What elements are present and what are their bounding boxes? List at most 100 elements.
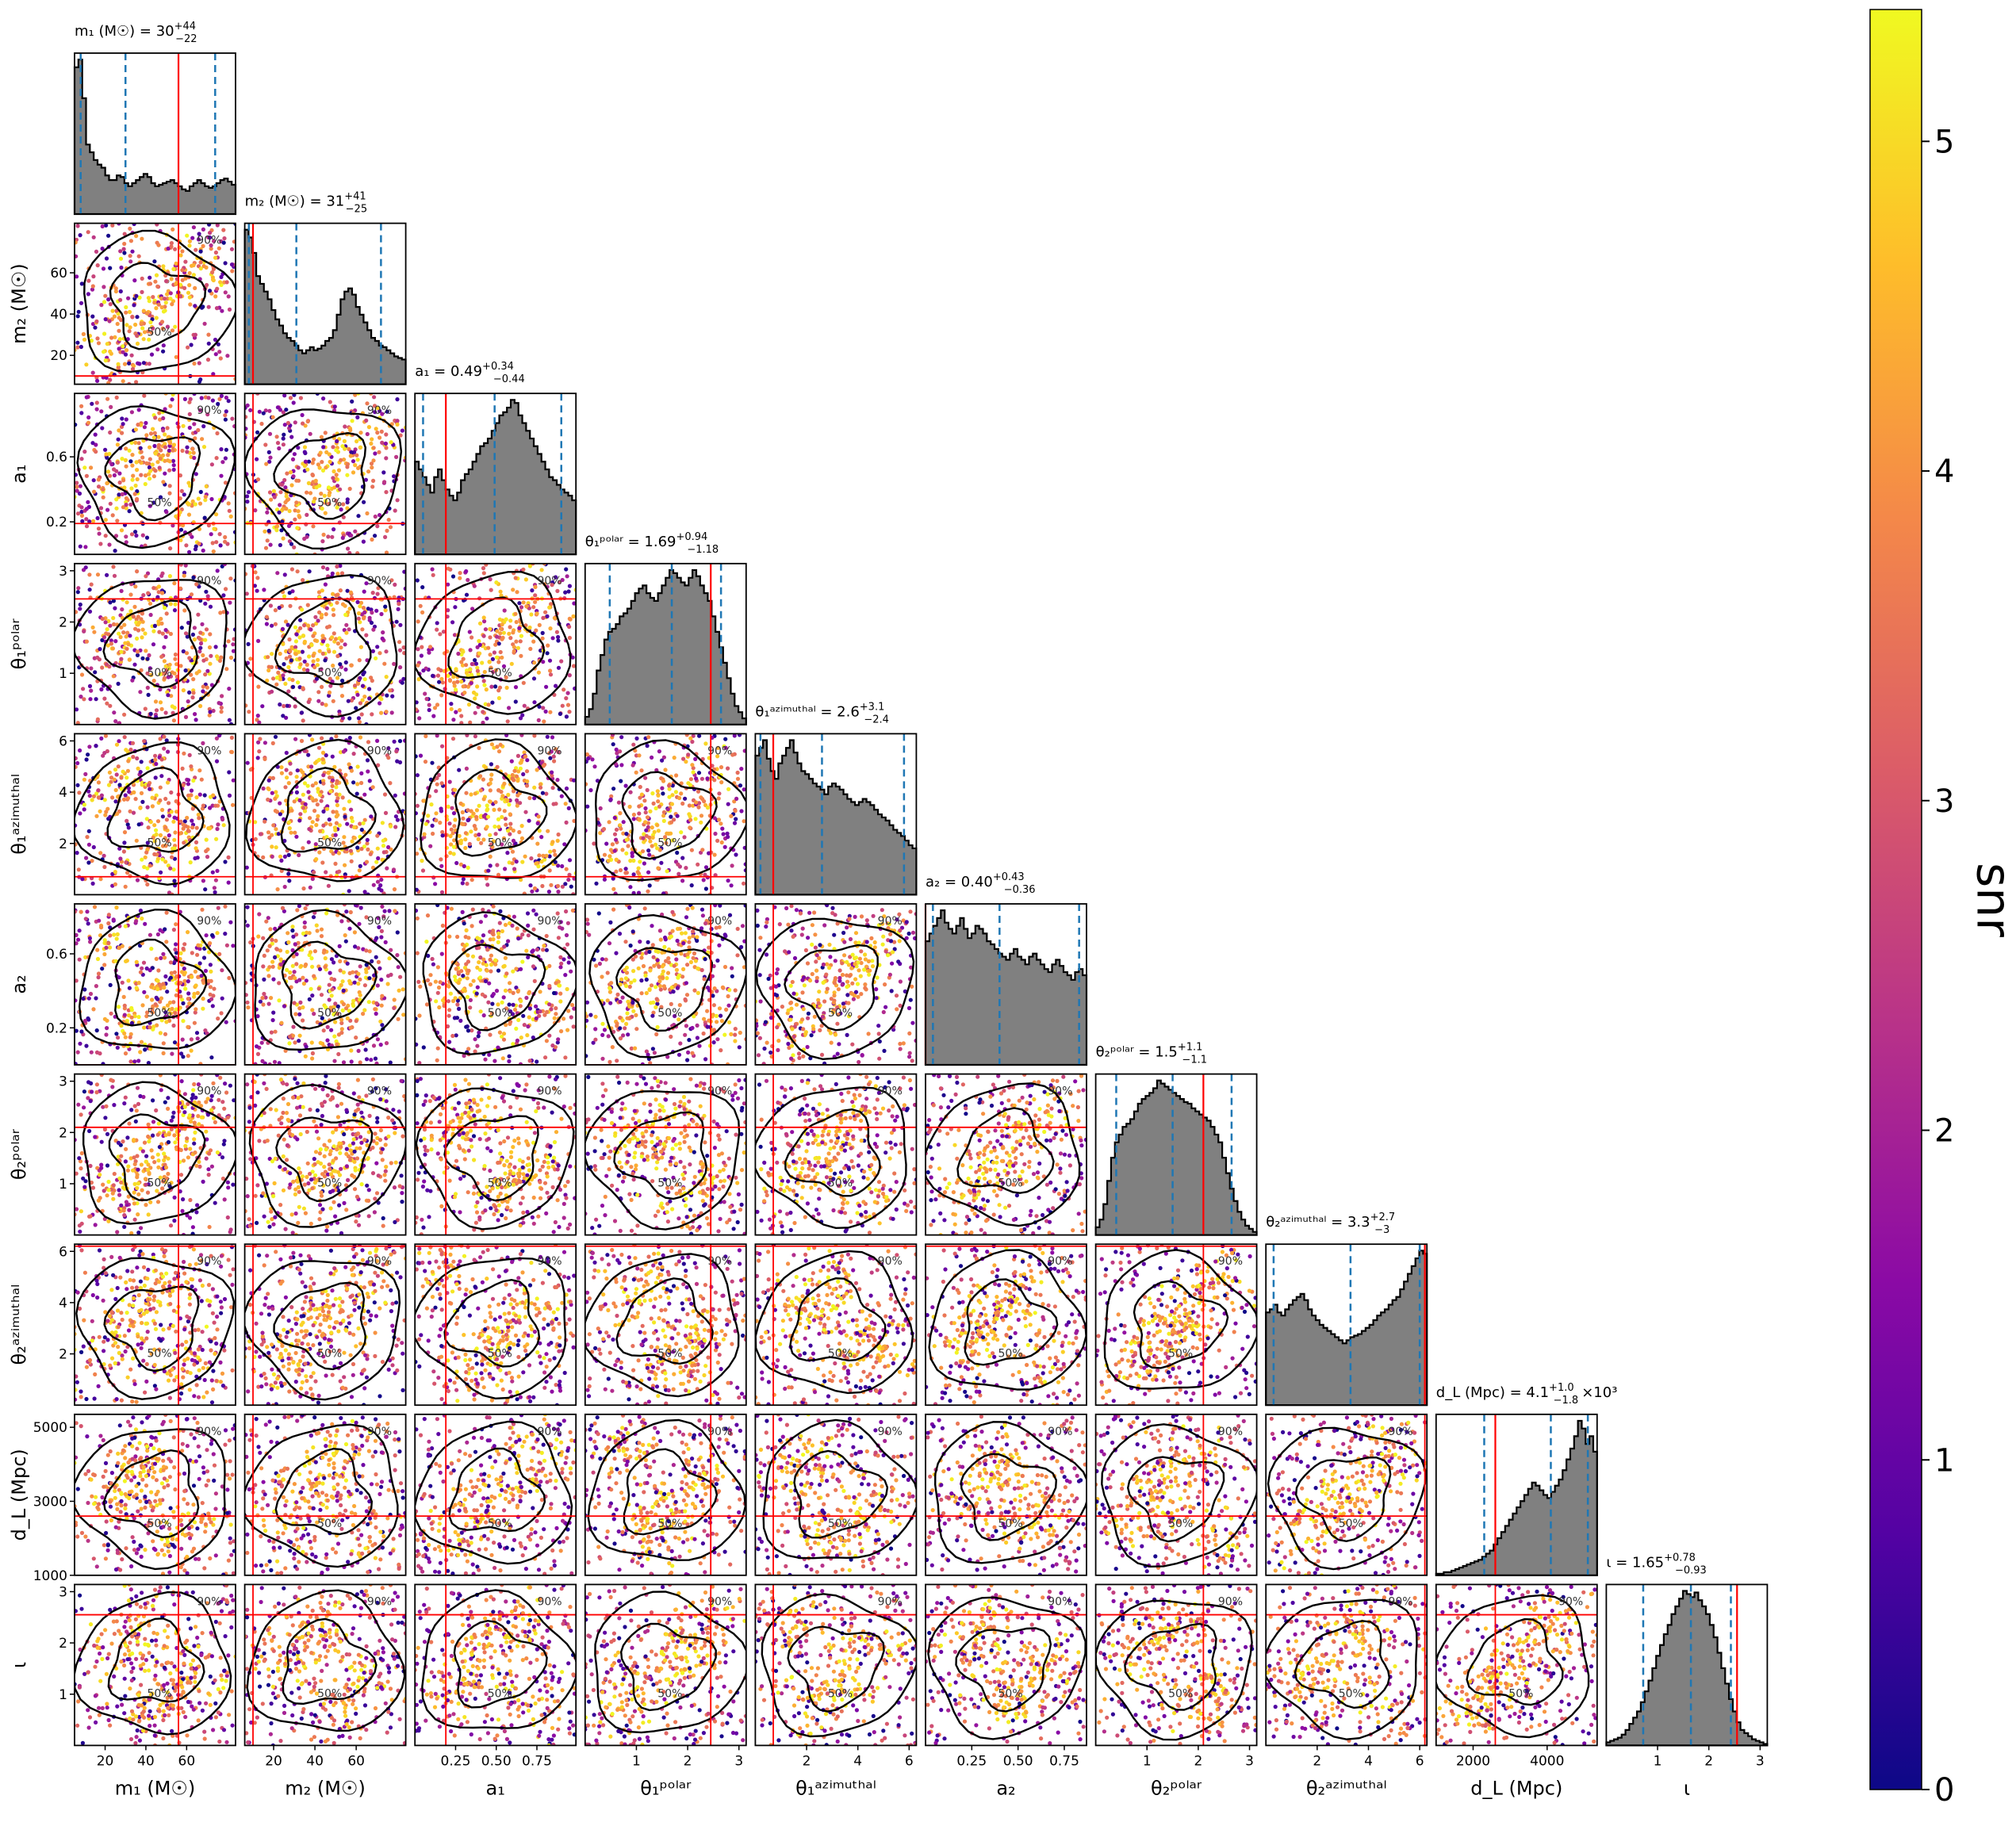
sample-point [327,693,332,699]
panel-a2-vs-m2: 90%50% [243,903,407,1066]
sample-point [173,324,178,329]
sample-point [218,611,223,615]
sample-point [494,580,499,585]
sample-point [347,486,352,492]
sample-point [273,622,278,626]
sample-point [382,792,388,797]
sample-point [552,615,558,621]
sample-point [424,696,429,702]
sample-point [160,807,165,813]
sample-point [146,783,151,787]
contour-label-50: 50% [488,667,512,679]
sample-point [331,607,335,612]
sample-point [189,793,194,798]
sample-point [77,928,82,933]
sample-point [378,435,382,440]
sample-point [332,469,336,474]
sample-point [137,295,142,300]
sample-point [122,830,128,835]
sample-point [146,329,151,334]
sample-point [292,393,297,397]
sample-point [461,816,466,821]
sample-point [355,791,359,796]
sample-point [379,710,384,715]
contour-90 [420,738,577,879]
sample-point [146,825,151,830]
sample-point [335,484,340,488]
sample-point [450,831,455,836]
sample-point [98,809,102,813]
sample-point [659,860,664,865]
sample-point [119,775,124,780]
sample-point [153,699,159,704]
sample-point [180,448,185,454]
sample-point [125,818,129,823]
sample-point [75,1050,80,1055]
sample-point [370,785,375,790]
sample-point [506,774,512,779]
sample-point [185,815,190,821]
sample-point [245,500,250,504]
sample-point [384,649,389,654]
sample-point [111,615,116,621]
sample-point [136,1015,141,1020]
sample-point [416,663,420,668]
sample-point [365,401,370,406]
sample-point [140,799,145,805]
sample-point [190,825,195,830]
sample-point [205,594,210,599]
sample-point [631,872,636,877]
sample-point [100,967,105,971]
sample-point [484,563,489,567]
sample-point [220,968,224,973]
sample-point [193,285,197,290]
sample-point [268,542,273,547]
sample-point [156,584,161,589]
sample-point [281,410,286,415]
sample-point [221,228,226,232]
sample-point [212,239,217,243]
sample-point [172,1040,178,1045]
sample-point [75,488,79,493]
sample-point [367,949,372,954]
sample-point [335,600,339,605]
sample-point [440,744,445,748]
contour-label-90: 90% [197,745,221,757]
sample-point [106,381,111,385]
sample-point [278,948,283,953]
sample-point [281,507,286,511]
sample-point [157,630,162,634]
sample-point [308,431,312,436]
sample-point [111,599,116,603]
sample-point [128,459,133,464]
sample-point [340,716,345,721]
sample-point [482,619,487,624]
sample-point [227,687,232,691]
sample-point [316,690,321,695]
sample-point [201,264,206,269]
sample-point [81,331,86,336]
panel-a1-vs-a1: a₁ = 0.49+0.34 −0.44 [414,361,577,556]
sample-point [102,751,107,756]
contour-label-50: 50% [148,667,172,679]
sample-point [319,492,324,496]
y-axis-label-th1p: θ₁ᵖᵒˡᵃʳ [8,618,30,669]
sample-point [379,429,384,434]
sample-point [206,341,211,346]
sample-point [109,1011,113,1016]
sample-point [174,662,179,667]
sample-point [522,703,527,708]
sample-point [148,666,152,671]
sample-point [144,850,149,855]
sample-point [75,783,80,787]
sample-point [451,718,456,722]
sample-point [187,412,192,417]
sample-point [112,467,117,472]
sample-point [201,227,205,232]
contour-label-90: 90% [197,575,221,588]
sample-point [376,856,381,861]
sample-point [738,783,743,788]
sample-point [113,549,117,553]
sample-point [105,806,110,811]
sample-point [211,708,216,714]
